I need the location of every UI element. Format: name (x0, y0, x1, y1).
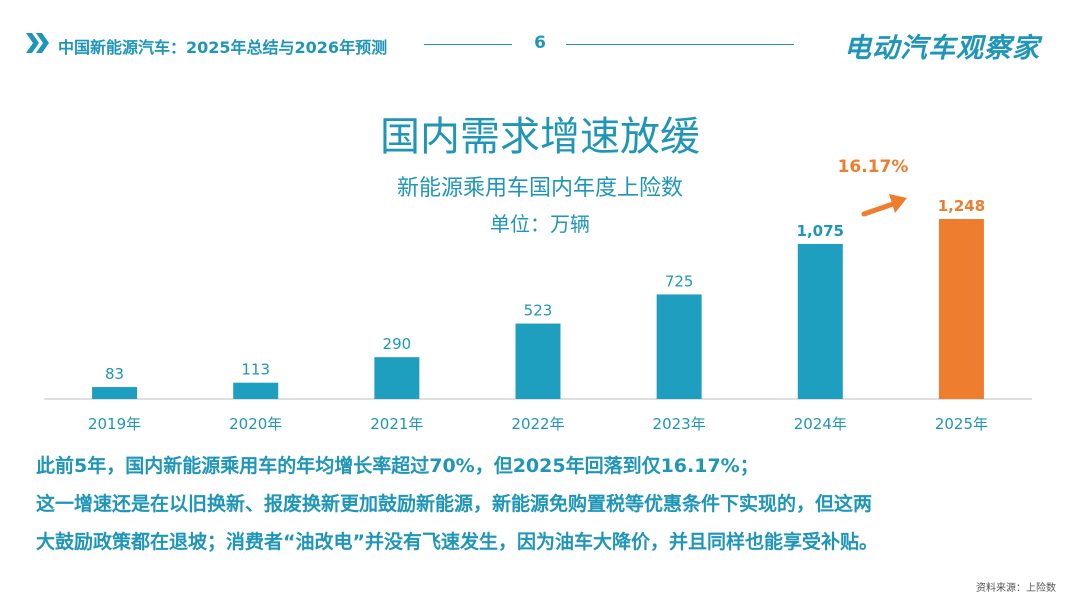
x-tick-label-0: 2019年 (88, 415, 141, 433)
double-chevron-icon (26, 33, 49, 53)
growth-arrow-icon (861, 194, 907, 217)
bar-value-label-5: 1,075 (797, 222, 844, 240)
body-line-2: 这一增速还是在以旧换新、报废换新更加鼓励新能源，新能源免购置税等优惠条件下实现的… (36, 493, 873, 515)
x-tick-label-2: 2021年 (370, 415, 423, 433)
body-line-1: 此前5年，国内新能源乘用车的年均增长率超过70%，但2025年回落到仅16.17… (36, 455, 759, 477)
bar-4 (656, 294, 702, 399)
header-divider-left (424, 44, 512, 45)
bar-value-label-0: 83 (105, 365, 124, 383)
bar-6 (938, 219, 984, 399)
x-tick-label-5: 2024年 (794, 415, 847, 433)
header-title: 中国新能源汽车：2025年总结与2026年预测 (58, 38, 388, 57)
bar-value-label-6: 1,248 (938, 197, 985, 215)
bar-1 (233, 382, 279, 399)
header-divider-right (566, 44, 794, 45)
page-number: 6 (534, 33, 546, 53)
chart-subtitle: 新能源乘用车国内年度上险数 (396, 176, 683, 201)
x-tick-label-6: 2025年 (935, 415, 988, 433)
bar-3 (515, 323, 561, 399)
x-tick-label-3: 2022年 (511, 415, 564, 433)
bar-value-label-4: 725 (665, 272, 694, 290)
bar-value-label-3: 523 (524, 302, 553, 320)
bar-0 (92, 387, 138, 399)
body-line-3: 大鼓励政策都在退坡；消费者“油改电”并没有飞速发生，因为油车大降价，并且同样也能… (36, 531, 878, 553)
x-tick-label-1: 2020年 (229, 415, 282, 433)
body-text: 此前5年，国内新能源乘用车的年均增长率超过70%，但2025年回落到仅16.17… (36, 447, 1066, 561)
source-note: 资料来源：上险数 (976, 583, 1056, 594)
bar-value-label-2: 290 (383, 335, 412, 353)
brand-logo: 电动汽车观察家 (844, 33, 1040, 64)
bar-5 (797, 243, 843, 399)
bar-chart: 83 2019年 113 2020年 290 2021年 523 2022年 725 2023年 1… (44, 157, 1032, 433)
slide-title: 国内需求增速放缓 (380, 114, 700, 160)
bar-value-label-1: 113 (241, 361, 270, 379)
chart-unit: 单位：万辆 (490, 212, 590, 236)
bar-2 (374, 357, 420, 399)
growth-rate-annotation: 16.17% (838, 157, 909, 177)
x-tick-label-4: 2023年 (653, 415, 706, 433)
slide-header: 中国新能源汽车：2025年总结与2026年预测 6 电动汽车观察家 (0, 0, 1080, 80)
